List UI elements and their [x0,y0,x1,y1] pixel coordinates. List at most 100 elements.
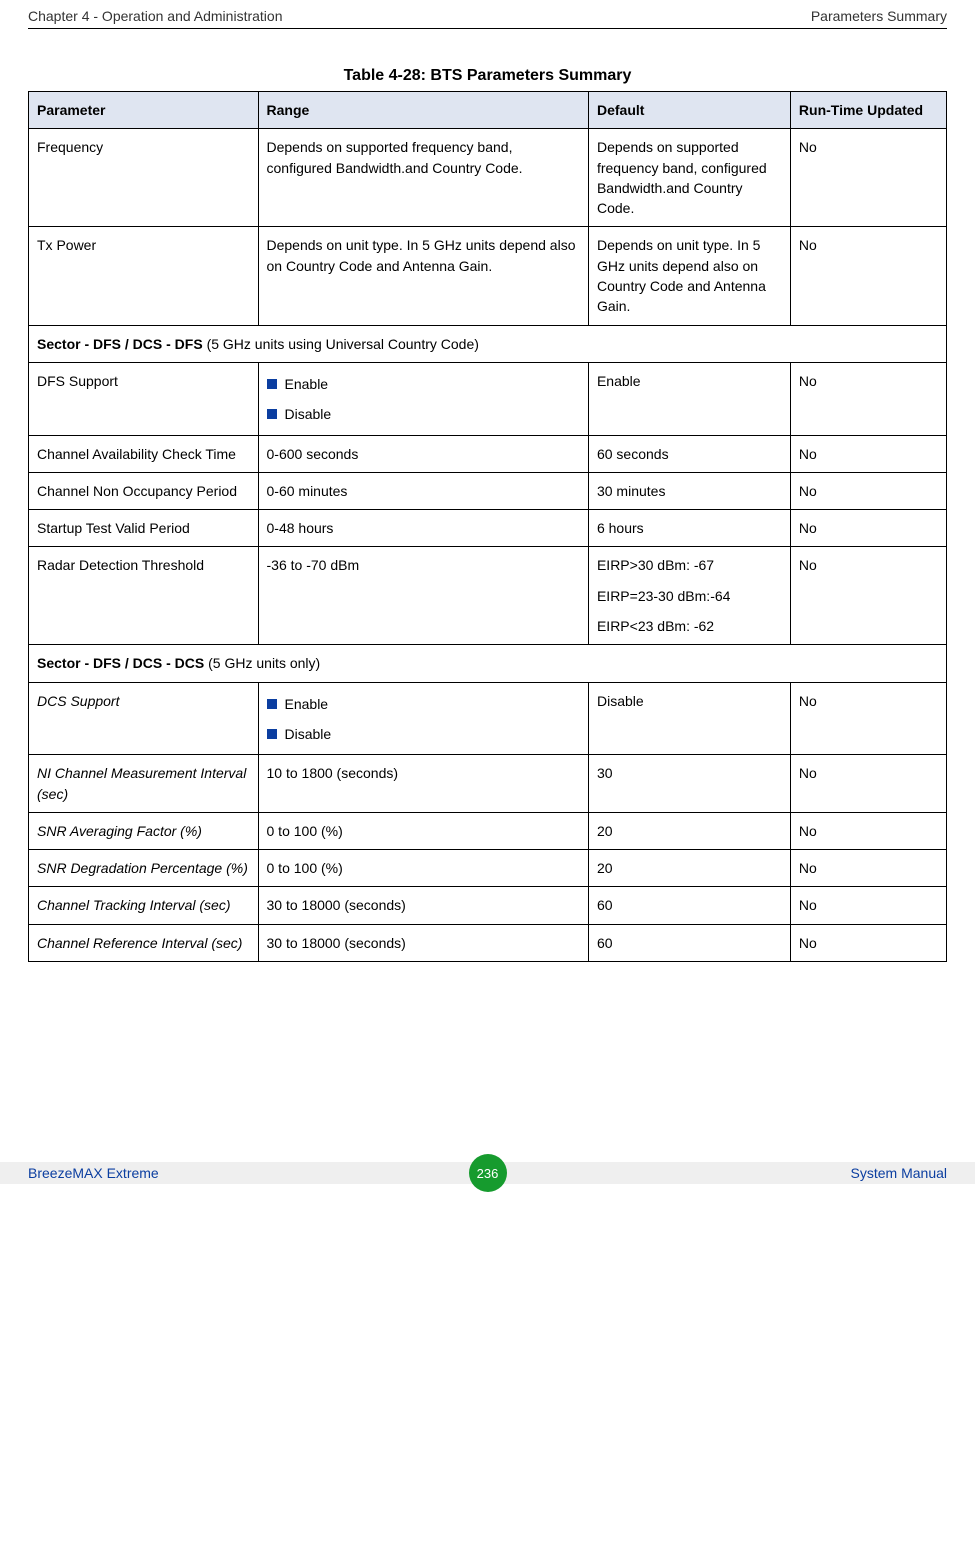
header-divider [28,28,947,29]
cell-range: 0 to 100 (%) [258,850,588,887]
section-title: Sector - DFS / DCS - DFS [37,336,203,352]
option-label: Disable [285,404,332,424]
cell-default: 30 minutes [588,472,790,509]
cell-param: Tx Power [29,227,259,325]
cell-range: 10 to 1800 (seconds) [258,755,588,813]
cell-default: 20 [588,812,790,849]
cell-default: Disable [588,682,790,755]
table-row: Channel Availability Check Time 0-600 se… [29,435,947,472]
cell-rt: No [790,755,946,813]
cell-range: 0-60 minutes [258,472,588,509]
cell-rt: No [790,887,946,924]
cell-rt: No [790,227,946,325]
running-header: Chapter 4 - Operation and Administration… [0,0,975,28]
cell-rt: No [790,472,946,509]
cell-range: Depends on unit type. In 5 GHz units dep… [258,227,588,325]
col-parameter: Parameter [29,92,259,129]
parameters-table: Parameter Range Default Run-Time Updated… [28,91,947,962]
cell-range: Enable Disable [258,362,588,435]
col-default: Default [588,92,790,129]
table-row: NI Channel Measurement Interval (sec) 10… [29,755,947,813]
square-bullet-icon [267,729,277,739]
table-row: Channel Non Occupancy Period 0-60 minute… [29,472,947,509]
cell-param: DCS Support [29,682,259,755]
page-number: 236 [477,1166,499,1181]
cell-param: Channel Tracking Interval (sec) [29,887,259,924]
table-row: Startup Test Valid Period 0-48 hours 6 h… [29,510,947,547]
option-label: Enable [285,374,329,394]
cell-default: 60 [588,887,790,924]
table-row: SNR Averaging Factor (%) 0 to 100 (%) 20… [29,812,947,849]
table-row: Frequency Depends on supported frequency… [29,129,947,227]
footer-bar: BreezeMAX Extreme 236 System Manual [0,1162,975,1184]
option-label: Disable [285,724,332,744]
cell-default: 60 [588,924,790,961]
table-header-row: Parameter Range Default Run-Time Updated [29,92,947,129]
option-label: Enable [285,694,329,714]
section-title: Sector - DFS / DCS - DCS [37,655,204,671]
page: Chapter 4 - Operation and Administration… [0,0,975,1184]
cell-param: DFS Support [29,362,259,435]
cell-param: SNR Averaging Factor (%) [29,812,259,849]
option-line: Disable [267,724,580,744]
default-line: EIRP=23-30 dBm:-64 [597,586,782,606]
cell-range: 0-600 seconds [258,435,588,472]
cell-range: 0 to 100 (%) [258,812,588,849]
cell-param: Radar Detection Threshold [29,547,259,645]
section-note: (5 GHz units using Universal Country Cod… [207,336,479,352]
section-note: (5 GHz units only) [208,655,320,671]
footer-left: BreezeMAX Extreme [28,1165,159,1181]
cell-rt: No [790,850,946,887]
square-bullet-icon [267,409,277,419]
cell-default: Depends on unit type. In 5 GHz units dep… [588,227,790,325]
option-line: Enable [267,374,580,394]
cell-rt: No [790,924,946,961]
section-cell: Sector - DFS / DCS - DFS (5 GHz units us… [29,325,947,362]
table-row: SNR Degradation Percentage (%) 0 to 100 … [29,850,947,887]
cell-rt: No [790,547,946,645]
cell-rt: No [790,682,946,755]
cell-param: NI Channel Measurement Interval (sec) [29,755,259,813]
cell-range: Enable Disable [258,682,588,755]
cell-rt: No [790,362,946,435]
table-row: Tx Power Depends on unit type. In 5 GHz … [29,227,947,325]
default-line: EIRP<23 dBm: -62 [597,616,782,636]
cell-range: 30 to 18000 (seconds) [258,924,588,961]
square-bullet-icon [267,379,277,389]
table-row: DCS Support Enable Disable Disable No [29,682,947,755]
cell-param: Channel Reference Interval (sec) [29,924,259,961]
cell-default: 30 [588,755,790,813]
table-row: Channel Reference Interval (sec) 30 to 1… [29,924,947,961]
option-line: Enable [267,694,580,714]
cell-default: 60 seconds [588,435,790,472]
cell-default: Depends on supported frequency band, con… [588,129,790,227]
header-right: Parameters Summary [811,8,947,24]
square-bullet-icon [267,699,277,709]
table-caption: Table 4-28: BTS Parameters Summary [0,59,975,91]
cell-default: EIRP>30 dBm: -67 EIRP=23-30 dBm:-64 EIRP… [588,547,790,645]
cell-param: Channel Non Occupancy Period [29,472,259,509]
header-left: Chapter 4 - Operation and Administration [28,8,282,24]
footer-right: System Manual [851,1165,947,1181]
cell-param: SNR Degradation Percentage (%) [29,850,259,887]
cell-default: 6 hours [588,510,790,547]
cell-param: Frequency [29,129,259,227]
table-row: DFS Support Enable Disable Enable No [29,362,947,435]
default-line: EIRP>30 dBm: -67 [597,555,782,575]
page-number-pill: 236 [469,1154,507,1192]
col-runtime: Run-Time Updated [790,92,946,129]
cell-rt: No [790,129,946,227]
cell-range: 30 to 18000 (seconds) [258,887,588,924]
cell-default: 20 [588,850,790,887]
cell-range: 0-48 hours [258,510,588,547]
option-line: Disable [267,404,580,424]
cell-range: -36 to -70 dBm [258,547,588,645]
section-cell: Sector - DFS / DCS - DCS (5 GHz units on… [29,645,947,682]
table-row: Channel Tracking Interval (sec) 30 to 18… [29,887,947,924]
col-range: Range [258,92,588,129]
cell-rt: No [790,812,946,849]
cell-param: Channel Availability Check Time [29,435,259,472]
cell-param: Startup Test Valid Period [29,510,259,547]
table-row: Radar Detection Threshold -36 to -70 dBm… [29,547,947,645]
cell-range: Depends on supported frequency band, con… [258,129,588,227]
